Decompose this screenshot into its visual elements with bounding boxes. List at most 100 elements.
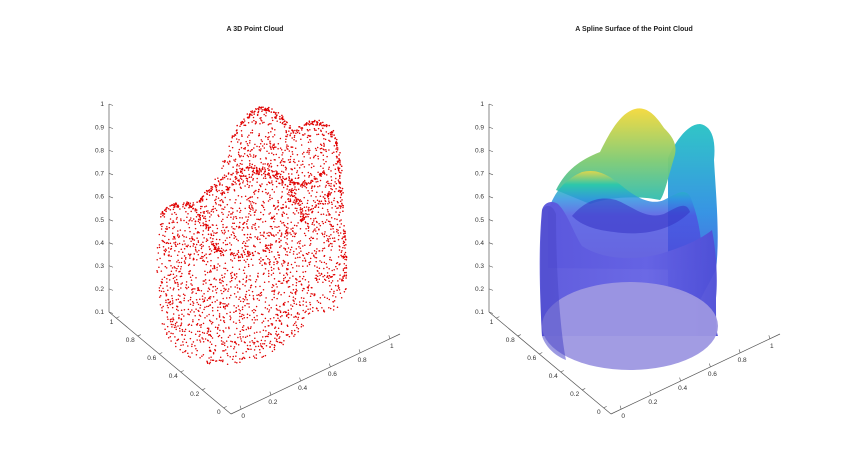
- cloud-point: [321, 233, 324, 236]
- cloud-point: [328, 184, 330, 187]
- cloud-point: [263, 235, 265, 238]
- cloud-point: [324, 186, 327, 188]
- cloud-point: [290, 221, 292, 223]
- surface-base: [542, 282, 718, 370]
- cloud-point: [241, 120, 243, 123]
- cloud-point: [281, 215, 284, 217]
- cloud-point: [258, 226, 260, 228]
- cloud-point: [195, 292, 197, 295]
- cloud-point: [213, 244, 216, 247]
- z-axis-ticks: 0.10.20.30.40.50.60.70.80.91: [95, 101, 114, 316]
- cloud-point: [247, 348, 250, 350]
- cloud-point: [226, 203, 229, 206]
- cloud-point: [204, 191, 206, 194]
- cloud-point: [194, 208, 197, 210]
- cloud-point: [291, 173, 293, 175]
- cloud-point: [244, 266, 246, 269]
- cloud-point: [342, 204, 345, 207]
- cloud-point: [162, 234, 164, 237]
- cloud-point: [241, 175, 243, 178]
- cloud-point: [240, 315, 243, 318]
- cloud-point: [282, 171, 285, 173]
- cloud-point: [333, 199, 335, 202]
- cloud-point: [256, 181, 258, 183]
- cloud-point: [298, 199, 301, 202]
- cloud-point: [297, 188, 300, 191]
- cloud-point: [257, 236, 259, 238]
- cloud-point: [219, 182, 221, 184]
- cloud-point: [300, 164, 302, 166]
- cloud-point: [194, 288, 196, 290]
- cloud-point: [303, 156, 305, 158]
- cloud-point: [262, 200, 264, 203]
- cloud-point: [273, 111, 275, 114]
- cloud-point: [244, 148, 246, 150]
- cloud-point: [255, 354, 258, 356]
- cloud-point: [248, 289, 250, 292]
- cloud-point: [287, 316, 290, 319]
- cloud-point: [298, 246, 300, 248]
- cloud-point: [246, 180, 249, 183]
- cloud-point: [336, 207, 338, 210]
- cloud-point: [308, 163, 310, 166]
- cloud-point: [233, 135, 236, 137]
- cloud-point: [187, 213, 189, 215]
- cloud-point: [207, 305, 210, 308]
- cloud-point: [185, 286, 187, 289]
- cloud-point: [291, 146, 294, 148]
- y-tick-label: 0.8: [506, 337, 515, 344]
- cloud-point: [332, 309, 335, 311]
- cloud-point: [244, 304, 246, 307]
- cloud-point: [211, 186, 214, 188]
- cloud-point: [315, 195, 317, 198]
- cloud-point: [244, 248, 247, 250]
- cloud-point: [181, 328, 184, 331]
- cloud-point: [292, 201, 295, 203]
- cloud-point: [239, 312, 241, 315]
- cloud-point: [293, 195, 296, 197]
- cloud-point: [161, 322, 164, 325]
- cloud-point: [279, 173, 282, 176]
- cloud-point: [161, 262, 163, 265]
- cloud-point: [226, 352, 228, 355]
- cloud-point: [208, 194, 211, 196]
- cloud-point: [310, 286, 313, 289]
- cloud-point: [328, 124, 331, 127]
- cloud-point: [210, 356, 212, 358]
- cloud-point: [291, 230, 294, 232]
- cloud-point: [253, 356, 256, 359]
- y-tick-label: 1: [490, 319, 494, 326]
- cloud-point: [343, 267, 346, 269]
- cloud-point: [197, 220, 200, 222]
- cloud-point: [307, 130, 309, 132]
- cloud-point: [247, 218, 249, 221]
- cloud-point: [172, 277, 175, 280]
- cloud-point: [193, 239, 196, 241]
- cloud-point: [338, 154, 340, 156]
- cloud-point: [196, 259, 198, 261]
- cloud-point: [242, 182, 244, 184]
- cloud-point: [259, 238, 261, 240]
- cloud-point: [341, 237, 344, 240]
- cloud-point: [287, 264, 289, 266]
- cloud-point: [246, 113, 249, 115]
- cloud-point: [240, 130, 243, 132]
- cloud-point: [292, 324, 295, 326]
- cloud-point: [184, 229, 186, 232]
- cloud-point: [169, 320, 172, 323]
- cloud-point: [264, 335, 267, 338]
- cloud-point: [245, 328, 248, 331]
- cloud-point: [287, 286, 290, 288]
- cloud-point: [310, 181, 312, 184]
- x-tick-mark: [239, 405, 242, 410]
- cloud-point: [199, 244, 201, 246]
- cloud-point: [258, 171, 260, 174]
- cloud-point: [337, 256, 340, 258]
- cloud-point: [325, 150, 327, 153]
- cloud-point: [309, 135, 312, 137]
- cloud-point: [212, 211, 215, 213]
- cloud-point: [262, 313, 264, 316]
- cloud-point: [273, 348, 276, 351]
- cloud-point: [287, 227, 289, 229]
- cloud-point: [195, 211, 198, 214]
